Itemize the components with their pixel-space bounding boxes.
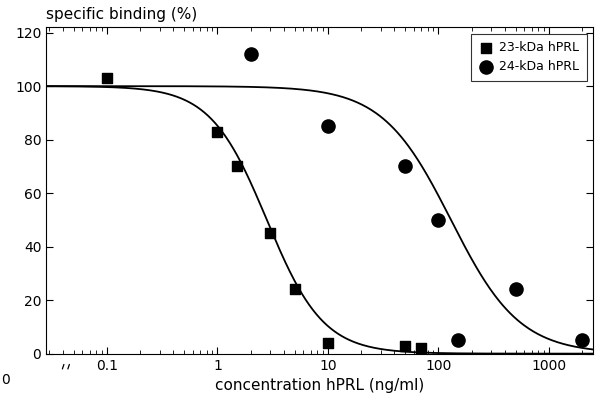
23-kDa hPRL [400,342,410,349]
23-kDa hPRL [416,345,426,352]
24-kDa hPRL [453,337,463,344]
23-kDa hPRL [290,286,299,293]
23-kDa hPRL [102,75,112,81]
24-kDa hPRL [246,51,256,57]
24-kDa hPRL [577,337,587,344]
24-kDa hPRL [511,286,520,293]
24-kDa hPRL [434,217,443,223]
24-kDa hPRL [323,123,333,130]
Text: 0: 0 [1,373,10,387]
23-kDa hPRL [265,230,275,236]
23-kDa hPRL [323,340,333,346]
24-kDa hPRL [400,163,410,170]
Text: specific binding (%): specific binding (%) [46,7,197,22]
23-kDa hPRL [212,128,222,135]
Legend: 23-kDa hPRL, 24-kDa hPRL: 23-kDa hPRL, 24-kDa hPRL [470,34,587,81]
23-kDa hPRL [232,163,242,170]
X-axis label: concentration hPRL (ng/ml): concentration hPRL (ng/ml) [215,378,424,393]
